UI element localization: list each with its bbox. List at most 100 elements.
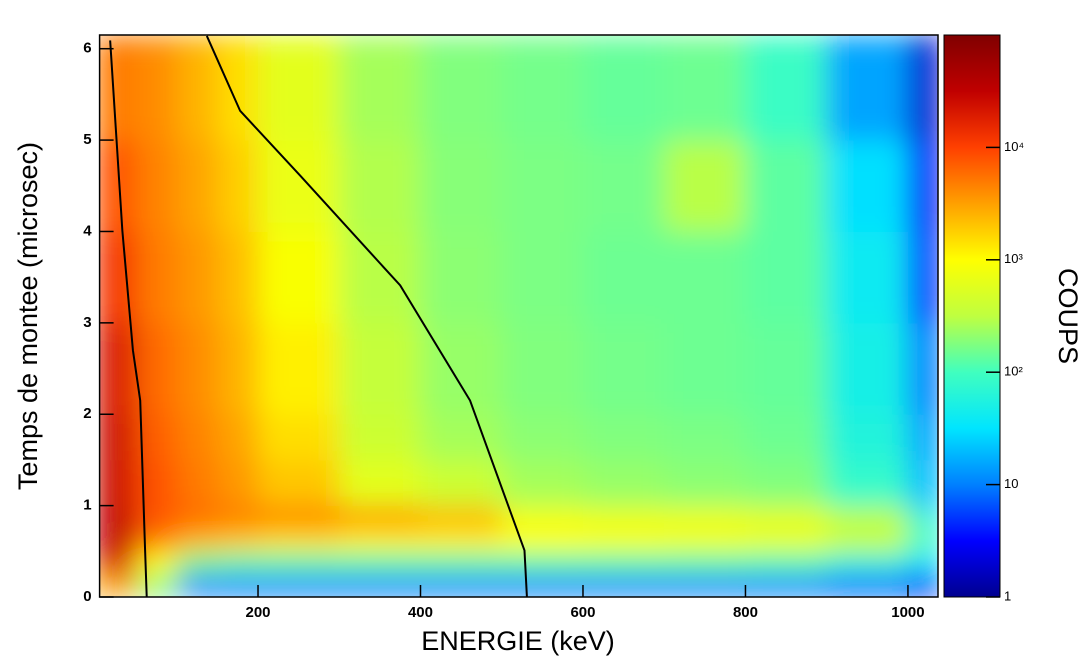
heat-cell [176, 551, 218, 575]
heat-cell [826, 574, 909, 597]
heat-cell [420, 459, 503, 507]
x-tick-label: 1000 [891, 604, 924, 621]
heat-cell [501, 35, 584, 141]
heat-cell [99, 574, 137, 597]
heat-cell [501, 528, 584, 552]
curve [205, 35, 528, 597]
heat-cell [501, 574, 584, 597]
heat-cell [826, 231, 909, 324]
heat-cell [664, 574, 746, 597]
heat-cell [907, 505, 939, 529]
heat-cell [420, 528, 503, 552]
heat-cell [664, 140, 746, 232]
heat-cell [420, 505, 503, 529]
heat-cell [826, 322, 909, 415]
y-tick-label: 1 [83, 497, 91, 514]
heat-cell [582, 35, 665, 141]
heat-cell [826, 140, 909, 232]
colorbar [943, 34, 1001, 598]
heat-cell [99, 322, 137, 415]
x-tick-label: 800 [733, 604, 758, 621]
heat-cell [176, 574, 218, 597]
heat-cell [176, 459, 218, 507]
heat-cell [136, 505, 178, 529]
heat-cell [258, 528, 340, 552]
heat-cell [217, 414, 259, 461]
heat-cell [826, 414, 909, 461]
heat-cell [664, 414, 746, 461]
heat-cell [745, 35, 828, 141]
heat-cell [582, 231, 665, 324]
heat-cell [907, 35, 939, 141]
heat-cell [907, 231, 939, 324]
colorbar-tick-label: 1 [1004, 588, 1011, 603]
heat-cell [99, 35, 137, 141]
heat-cell [258, 414, 340, 461]
colorbar-tick-label: 10³ [1004, 251, 1023, 266]
x-axis-title: ENERGIE (keV) [421, 626, 615, 656]
heat-cell [420, 322, 503, 415]
heat-cell [907, 551, 939, 575]
heat-cell [501, 414, 584, 461]
heat-cell [582, 528, 665, 552]
heat-cell [258, 551, 340, 575]
heat-cell [826, 35, 909, 141]
y-tick-label: 2 [83, 405, 91, 422]
heat-cell [99, 551, 137, 575]
heat-cell [339, 414, 421, 461]
heat-cell [258, 505, 340, 529]
y-tick-label: 3 [83, 314, 91, 331]
heat-cell [217, 459, 259, 507]
x-tick-label: 600 [570, 604, 595, 621]
colorbar-tick-label: 10⁴ [1004, 139, 1024, 154]
colorbar-title: COUPS [1053, 268, 1083, 364]
heat-cell [99, 140, 137, 232]
heat-cell [176, 140, 218, 232]
heat-cell [339, 459, 421, 507]
heat-cell [826, 528, 909, 552]
heat-cell [136, 231, 178, 324]
heat-cell [826, 551, 909, 575]
heat-cell [136, 551, 178, 575]
heat-cell [136, 414, 178, 461]
heat-cell [99, 414, 137, 461]
heat-cell [136, 574, 178, 597]
heat-cell [582, 459, 665, 507]
heat-cell [339, 322, 421, 415]
plot-frame [98, 34, 939, 598]
heat-cell [420, 574, 503, 597]
heat-cell [664, 459, 746, 507]
heat-cell [136, 528, 178, 552]
y-tick-label: 5 [83, 131, 91, 148]
heat-cell [664, 551, 746, 575]
heat-cell [258, 231, 340, 324]
heat-cell [176, 414, 218, 461]
heat-cell [745, 459, 828, 507]
heat-cell [664, 35, 746, 141]
heat-cell [217, 574, 259, 597]
heat-cell [745, 322, 828, 415]
heat-cell [99, 231, 137, 324]
heat-cell [907, 528, 939, 552]
heat-cell [217, 528, 259, 552]
heat-cell [217, 231, 259, 324]
heat-cell [258, 35, 340, 141]
heat-cell [664, 231, 746, 324]
heat-cell [582, 551, 665, 575]
heat-cell [258, 322, 340, 415]
heat-cell [217, 140, 259, 232]
heat-cell [217, 551, 259, 575]
heat-cell [582, 414, 665, 461]
heat-cell [99, 459, 137, 507]
colorbar-tick-label: 10² [1004, 364, 1023, 379]
heat-cell [339, 140, 421, 232]
heat-cell [907, 322, 939, 415]
heat-cell [745, 231, 828, 324]
heat-cell [99, 505, 137, 529]
heat-cell [745, 528, 828, 552]
x-tick-label: 200 [246, 604, 271, 621]
heat-cell [339, 231, 421, 324]
heat-cell [420, 140, 503, 232]
heat-cell [339, 551, 421, 575]
heat-cell [176, 505, 218, 529]
